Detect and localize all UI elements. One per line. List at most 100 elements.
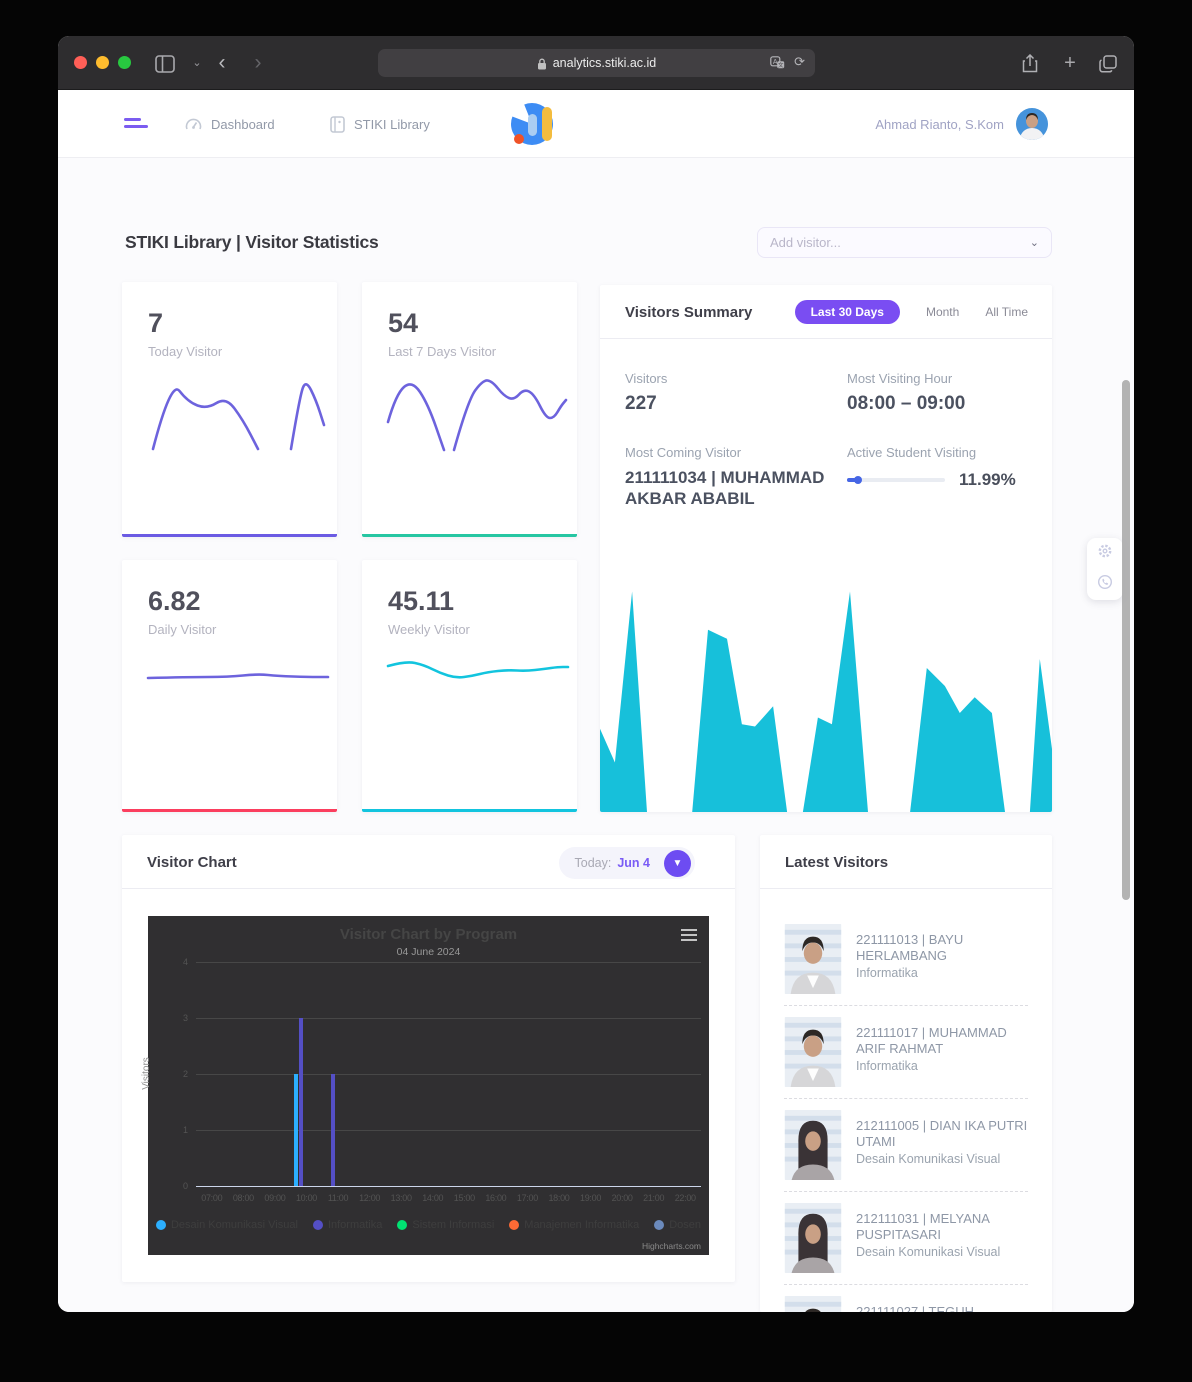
period-value: Jun 4 — [617, 856, 650, 870]
gridline — [196, 1130, 701, 1131]
sidebar-toggle-icon[interactable] — [153, 51, 177, 75]
library-book-icon — [330, 115, 345, 133]
stat-value: 6.82 — [148, 586, 201, 616]
y-axis-tick-label: 1 — [182, 1125, 188, 1135]
scrollbar-thumb[interactable] — [1122, 380, 1130, 900]
app-logo — [510, 99, 558, 149]
tab-month[interactable]: Month — [925, 305, 960, 319]
app-navbar: Dashboard STIKI Library Ahmad Rianto, — [58, 90, 1134, 158]
x-axis-tick-label: 16:00 — [485, 1193, 507, 1203]
gridline — [196, 962, 701, 963]
x-axis-tick-label: 18:00 — [548, 1193, 570, 1203]
bar-desain-komunikasi-visual — [294, 1074, 299, 1186]
minimize-window-button[interactable] — [96, 56, 109, 69]
visitor-id-name: 221111027 | TEGUH — [856, 1304, 975, 1312]
stat-card-daily-visitor: 6.82 Daily Visitor — [122, 560, 337, 812]
visitor-list-item[interactable]: 221111017 | MUHAMMAD ARIF RAHMAT Informa… — [784, 1017, 1028, 1099]
x-axis-tick-label: 21:00 — [643, 1193, 665, 1203]
visitor-list-item[interactable]: 221111013 | BAYU HERLAMBANG Informatika — [784, 924, 1028, 1006]
visitor-photo — [784, 1296, 842, 1312]
user-avatar — [1016, 108, 1048, 140]
stat-value: 45.11 — [388, 586, 455, 616]
tab-overview-icon[interactable] — [1096, 51, 1120, 75]
x-axis-tick-label: 22:00 — [674, 1193, 696, 1203]
y-axis-title: Visitors — [140, 1057, 152, 1090]
chart-title: Visitor Chart by Program — [339, 926, 518, 943]
nav-item-stiki-library[interactable]: STIKI Library — [330, 90, 430, 158]
y-axis-tick-label: 0 — [182, 1181, 188, 1191]
active-student-progress — [847, 476, 945, 484]
add-visitor-placeholder: Add visitor... — [770, 235, 841, 250]
add-visitor-select[interactable]: Add visitor... ⌄ — [757, 227, 1052, 258]
back-button[interactable]: ‹ — [218, 51, 226, 74]
legend-marker-icon — [155, 1220, 166, 1230]
period-selector[interactable]: Today: Jun 4 ▼ — [558, 847, 695, 879]
stat-value: 7 — [148, 308, 164, 338]
legend-item[interactable]: Dosen — [654, 1219, 701, 1231]
settings-icon[interactable] — [1097, 543, 1113, 564]
sparkline-chart — [151, 383, 326, 451]
visitor-id-name: 212111031 | MELYANA PUSPITASARI — [856, 1211, 990, 1242]
period-dropdown-button[interactable]: ▼ — [664, 849, 691, 877]
y-axis-tick-label: 3 — [182, 1013, 188, 1023]
legend-marker-icon — [509, 1220, 520, 1230]
share-icon[interactable] — [1018, 51, 1042, 75]
gridline — [196, 1074, 701, 1075]
chevron-down-icon: ⌄ — [1029, 237, 1039, 249]
x-axis-tick-label: 15:00 — [453, 1193, 475, 1203]
svg-text:文: 文 — [778, 61, 784, 69]
legend-marker-icon — [397, 1220, 408, 1230]
chart-subtitle: 04 June 2024 — [396, 946, 461, 958]
x-axis-tick-label: 13:00 — [390, 1193, 412, 1203]
visitors-area-chart — [600, 591, 1052, 812]
reload-icon[interactable]: ⟳ — [794, 54, 805, 69]
x-axis-tick-label: 11:00 — [327, 1193, 349, 1203]
visitor-list-item[interactable]: 221111027 | TEGUH — [784, 1296, 1028, 1312]
y-axis-tick-label: 4 — [182, 957, 188, 967]
legend-item[interactable]: Informatika — [312, 1219, 382, 1231]
visitor-photo — [784, 1203, 842, 1273]
user-name: Ahmad Rianto, S.Kom — [875, 116, 1004, 132]
page-title: STIKI Library | Visitor Statistics — [125, 232, 379, 252]
legend-label: Sistem Informasi — [412, 1219, 495, 1231]
visitor-list-item[interactable]: 212111031 | MELYANA PUSPITASARI Desain K… — [784, 1203, 1028, 1285]
visitors-summary-panel: Visitors Summary Last 30 Days Month All … — [600, 285, 1052, 812]
legend-item[interactable]: Desain Komunikasi Visual — [155, 1219, 298, 1231]
tab-all-time[interactable]: All Time — [985, 305, 1028, 319]
zoom-window-button[interactable] — [118, 56, 131, 69]
nav-item-label: Dashboard — [211, 116, 275, 132]
x-axis-line — [196, 1186, 701, 1187]
close-window-button[interactable] — [74, 56, 87, 69]
visitor-photo — [784, 924, 842, 994]
sparkline-chart — [146, 673, 330, 680]
tab-last-30-days[interactable]: Last 30 Days — [794, 300, 900, 324]
most-visiting-hour-label: Most Visiting Hour — [847, 371, 953, 386]
legend-label: Manajemen Informatika — [524, 1219, 640, 1231]
new-tab-button[interactable]: + — [1064, 52, 1076, 74]
stat-card-weekly-visitor: 45.11 Weekly Visitor — [362, 560, 577, 812]
legend-item[interactable]: Sistem Informasi — [397, 1219, 494, 1231]
chart-context-menu-icon[interactable] — [681, 929, 697, 944]
gridline — [196, 1018, 701, 1019]
most-coming-visitor-label: Most Coming Visitor — [625, 445, 742, 460]
nav-item-label: STIKI Library — [354, 116, 430, 132]
bar-informatika — [331, 1074, 336, 1186]
legend-item[interactable]: Manajemen Informatika — [509, 1219, 639, 1231]
visitor-list-item[interactable]: 212111005 | DIAN IKA PUTRI UTAMI Desain … — [784, 1110, 1028, 1192]
x-axis-tick-label: 19:00 — [580, 1193, 602, 1203]
user-menu[interactable]: Ahmad Rianto, S.Kom — [875, 90, 1048, 158]
forward-button[interactable]: › — [254, 51, 262, 74]
visitor-photo — [784, 1110, 842, 1180]
whatsapp-icon[interactable] — [1097, 574, 1113, 595]
visitors-label: Visitors — [625, 371, 668, 386]
sidebar-chevron-icon[interactable]: ⌄ — [192, 57, 202, 69]
sparkline-chart — [386, 661, 570, 679]
nav-item-dashboard[interactable]: Dashboard — [185, 90, 275, 158]
menu-toggle-icon[interactable] — [124, 118, 148, 130]
x-axis-tick-label: 14:00 — [422, 1193, 444, 1203]
stat-value: 54 — [388, 308, 419, 338]
visitor-photo — [784, 1017, 842, 1087]
x-axis-tick-label: 08:00 — [232, 1193, 254, 1203]
